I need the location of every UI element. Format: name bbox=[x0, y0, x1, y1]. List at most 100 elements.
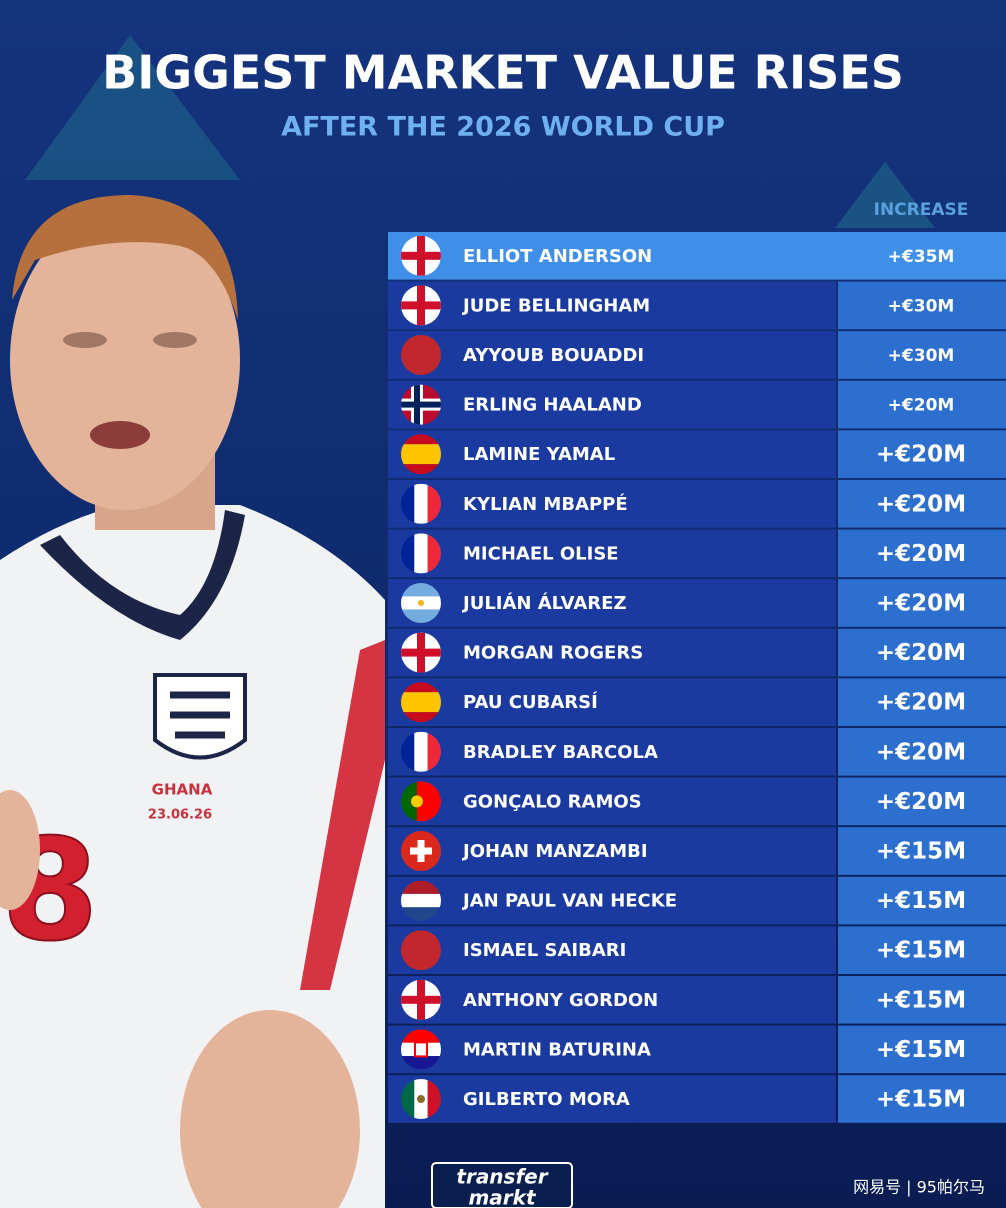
player-name: GONÇALO RAMOS bbox=[463, 791, 642, 812]
flag-part bbox=[417, 235, 425, 276]
value-increase: +€20M bbox=[876, 442, 966, 468]
flag-part bbox=[427, 533, 441, 574]
flag-part bbox=[401, 444, 441, 465]
value-increase: +€15M bbox=[876, 987, 966, 1013]
flag-part bbox=[401, 464, 441, 475]
table: ELLIOT ANDERSON +€35M JUDE BELLINGHAM +€30M… bbox=[388, 232, 1006, 1123]
player-photo: GHANA 23.06.26 8 bbox=[0, 195, 385, 1208]
flag bbox=[401, 831, 441, 871]
flag-part bbox=[414, 533, 428, 574]
flag-part bbox=[401, 930, 441, 971]
decor-triangle bbox=[835, 162, 935, 228]
flag-part bbox=[401, 682, 441, 693]
flag-part bbox=[427, 731, 441, 772]
name-cell bbox=[388, 678, 836, 726]
name-cell bbox=[388, 728, 836, 776]
flag-part bbox=[401, 731, 415, 772]
table-row: AYYOUB BOUADDI +€30M bbox=[388, 331, 1006, 379]
flag bbox=[401, 483, 441, 524]
value-cell bbox=[838, 380, 1006, 429]
flag-part bbox=[414, 483, 428, 524]
name-cell bbox=[388, 1025, 836, 1074]
flag bbox=[401, 930, 441, 971]
shirt-date: 23.06.26 bbox=[148, 808, 212, 823]
flag-part bbox=[401, 483, 415, 524]
name-cell bbox=[388, 827, 836, 875]
logo-text: markt bbox=[468, 1186, 537, 1208]
player-name: ISMAEL SAIBARI bbox=[463, 940, 626, 961]
row-highlight bbox=[388, 232, 1006, 280]
value-increase: +€15M bbox=[876, 1087, 966, 1113]
flag-part bbox=[401, 609, 441, 623]
table-row: PAU CUBARSÍ +€20M bbox=[388, 678, 1006, 726]
flag-part bbox=[414, 1041, 428, 1058]
flag-part bbox=[401, 893, 441, 908]
flag-part bbox=[401, 712, 441, 723]
logo: transfer markt bbox=[431, 1162, 573, 1208]
flag-part bbox=[401, 1029, 441, 1043]
flag bbox=[401, 235, 441, 276]
name-cell bbox=[388, 876, 836, 925]
table-row: ISMAEL SAIBARI +€15M bbox=[388, 926, 1006, 974]
name-cell bbox=[388, 480, 836, 528]
name-cell bbox=[388, 628, 836, 677]
flag bbox=[401, 1029, 441, 1070]
flag-part bbox=[418, 600, 424, 606]
flag-part bbox=[401, 880, 441, 894]
flag bbox=[401, 285, 441, 326]
value-increase: +€20M bbox=[876, 789, 966, 815]
flag-part bbox=[417, 1095, 425, 1103]
value-cell bbox=[838, 827, 1006, 875]
flag-part bbox=[401, 533, 415, 574]
player-name: JAN PAUL VAN HECKE bbox=[461, 891, 677, 912]
value-increase: +€20M bbox=[876, 541, 966, 567]
table-row: ERLING HAALAND +€20M bbox=[388, 380, 1006, 429]
flag-part bbox=[417, 632, 425, 673]
player-name: JUDE BELLINGHAM bbox=[461, 295, 650, 316]
value-increase: +€15M bbox=[876, 938, 966, 964]
value-cell bbox=[838, 728, 1006, 776]
title: BIGGEST MARKET VALUE RISES bbox=[102, 46, 904, 100]
flag-part bbox=[414, 384, 420, 425]
table-row: GONÇALO RAMOS +€20M bbox=[388, 777, 1006, 826]
table-row: KYLIAN MBAPPÉ +€20M bbox=[388, 480, 1006, 528]
value-increase: +€30M bbox=[888, 346, 955, 366]
table-row: ANTHONY GORDON +€15M bbox=[388, 976, 1006, 1024]
value-cell bbox=[838, 579, 1006, 627]
value-increase: +€15M bbox=[876, 1037, 966, 1063]
table-row: JULIÁN ÁLVAREZ +€20M bbox=[388, 579, 1006, 627]
player-name: LAMINE YAMAL bbox=[463, 444, 615, 465]
flag bbox=[401, 583, 441, 623]
player-name: KYLIAN MBAPPÉ bbox=[463, 493, 628, 515]
value-increase: +€15M bbox=[876, 839, 966, 865]
table-row: JOHAN MANZAMBI +€15M bbox=[388, 827, 1006, 875]
flag-part bbox=[417, 840, 425, 862]
name-cell bbox=[388, 579, 836, 627]
value-cell bbox=[838, 876, 1006, 925]
flag-part bbox=[427, 483, 441, 524]
player-name: MARTIN BATURINA bbox=[463, 1039, 651, 1060]
table-row: MORGAN ROGERS +€20M bbox=[388, 628, 1006, 677]
flag-part bbox=[401, 781, 417, 822]
decor-triangle bbox=[25, 35, 240, 180]
value-cell bbox=[838, 976, 1006, 1024]
logo-text: transfer bbox=[456, 1165, 548, 1189]
name-cell bbox=[388, 281, 836, 330]
value-cell bbox=[838, 529, 1006, 578]
subtitle: AFTER THE 2026 WORLD CUP bbox=[281, 112, 725, 143]
value-cell bbox=[838, 1025, 1006, 1074]
flag-part bbox=[401, 1056, 441, 1070]
flag-part bbox=[401, 335, 441, 375]
flag-part bbox=[401, 401, 441, 408]
table-row: JAN PAUL VAN HECKE +€15M bbox=[388, 876, 1006, 925]
flag-part bbox=[401, 1079, 415, 1119]
flag bbox=[401, 880, 441, 921]
value-increase: +€20M bbox=[876, 591, 966, 617]
value-cell bbox=[838, 480, 1006, 528]
shirt-text: GHANA bbox=[152, 781, 213, 799]
table-row: LAMINE YAMAL +€20M bbox=[388, 430, 1006, 478]
table-row: JUDE BELLINGHAM +€30M bbox=[388, 281, 1006, 330]
player-name: GILBERTO MORA bbox=[463, 1089, 630, 1110]
